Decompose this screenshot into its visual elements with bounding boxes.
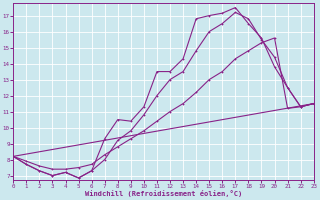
X-axis label: Windchill (Refroidissement éolien,°C): Windchill (Refroidissement éolien,°C) (85, 190, 242, 197)
